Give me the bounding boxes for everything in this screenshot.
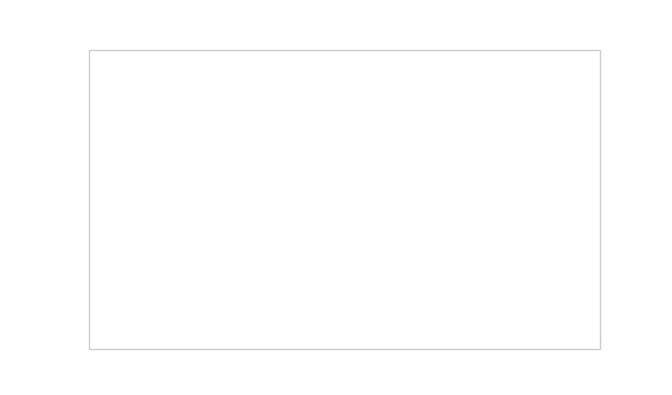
Text: Th17 cell: Th17 cell [257,316,296,325]
Circle shape [412,89,466,120]
Text: (b): (b) [99,199,120,213]
Circle shape [462,106,516,138]
Text: ↓Gfi1: ↓Gfi1 [260,262,286,271]
Ellipse shape [241,93,312,148]
Text: Cancer cell
elimination: Cancer cell elimination [441,155,488,175]
Text: IL-1β + IL-6 + IL-23: IL-1β + IL-6 + IL-23 [154,101,228,110]
Text: ATP: ATP [265,172,278,181]
Ellipse shape [233,227,321,306]
Text: (a): (a) [99,60,120,73]
Circle shape [482,117,502,130]
Circle shape [412,106,466,138]
Text: ↑Stat3: ↑Stat3 [257,255,290,264]
Circle shape [462,89,516,120]
Ellipse shape [105,98,162,143]
Text: TGF-β + IL-6: TGF-β + IL-6 [167,242,214,251]
Text: Cancer cell
growth: Cancer cell growth [441,295,488,315]
Text: No IL-10: No IL-10 [358,134,392,143]
Circle shape [437,122,491,154]
Text: ↑Tbx21: ↑Tbx21 [255,103,291,111]
Circle shape [437,246,491,278]
Circle shape [477,239,498,251]
Circle shape [491,258,511,269]
Circle shape [456,134,477,146]
Circle shape [431,241,452,253]
Circle shape [393,248,447,279]
Text: ↑Stat3: ↑Stat3 [257,109,290,118]
Text: Naive T cell: Naive T cell [109,295,158,304]
Circle shape [471,246,525,278]
Text: Th17 cell: Th17 cell [257,166,296,175]
Ellipse shape [241,236,312,297]
FancyBboxPatch shape [271,209,298,224]
Circle shape [458,228,512,260]
Text: AMP: AMP [300,180,317,189]
Circle shape [431,117,452,130]
Circle shape [413,259,433,271]
Text: CD73: CD73 [276,214,294,219]
Circle shape [412,230,466,261]
Ellipse shape [111,245,142,264]
Circle shape [431,100,452,112]
Text: Adenosine: Adenosine [324,212,364,221]
Text: Naive T cell: Naive T cell [109,155,158,164]
Text: IL-10: IL-10 [358,280,378,289]
Text: TRENDS in Molecular Medicine: TRENDS in Molecular Medicine [482,341,599,350]
FancyBboxPatch shape [249,195,278,211]
Text: IL-17: IL-17 [358,244,378,253]
Text: CD39: CD39 [255,201,273,206]
Ellipse shape [111,105,142,124]
Ellipse shape [105,237,162,283]
Text: No IFN-γ: No IFN-γ [358,262,393,271]
Ellipse shape [233,85,321,155]
Circle shape [456,258,477,269]
Text: IFN-γ: IFN-γ [358,116,379,125]
Circle shape [482,100,502,112]
Text: Gfi1: Gfi1 [263,116,283,125]
Text: IL-17: IL-17 [358,98,378,107]
